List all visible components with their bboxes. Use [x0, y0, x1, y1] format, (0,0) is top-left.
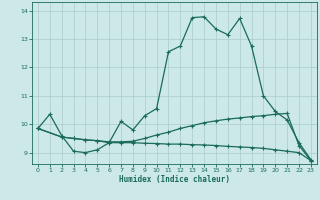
- X-axis label: Humidex (Indice chaleur): Humidex (Indice chaleur): [119, 175, 230, 184]
